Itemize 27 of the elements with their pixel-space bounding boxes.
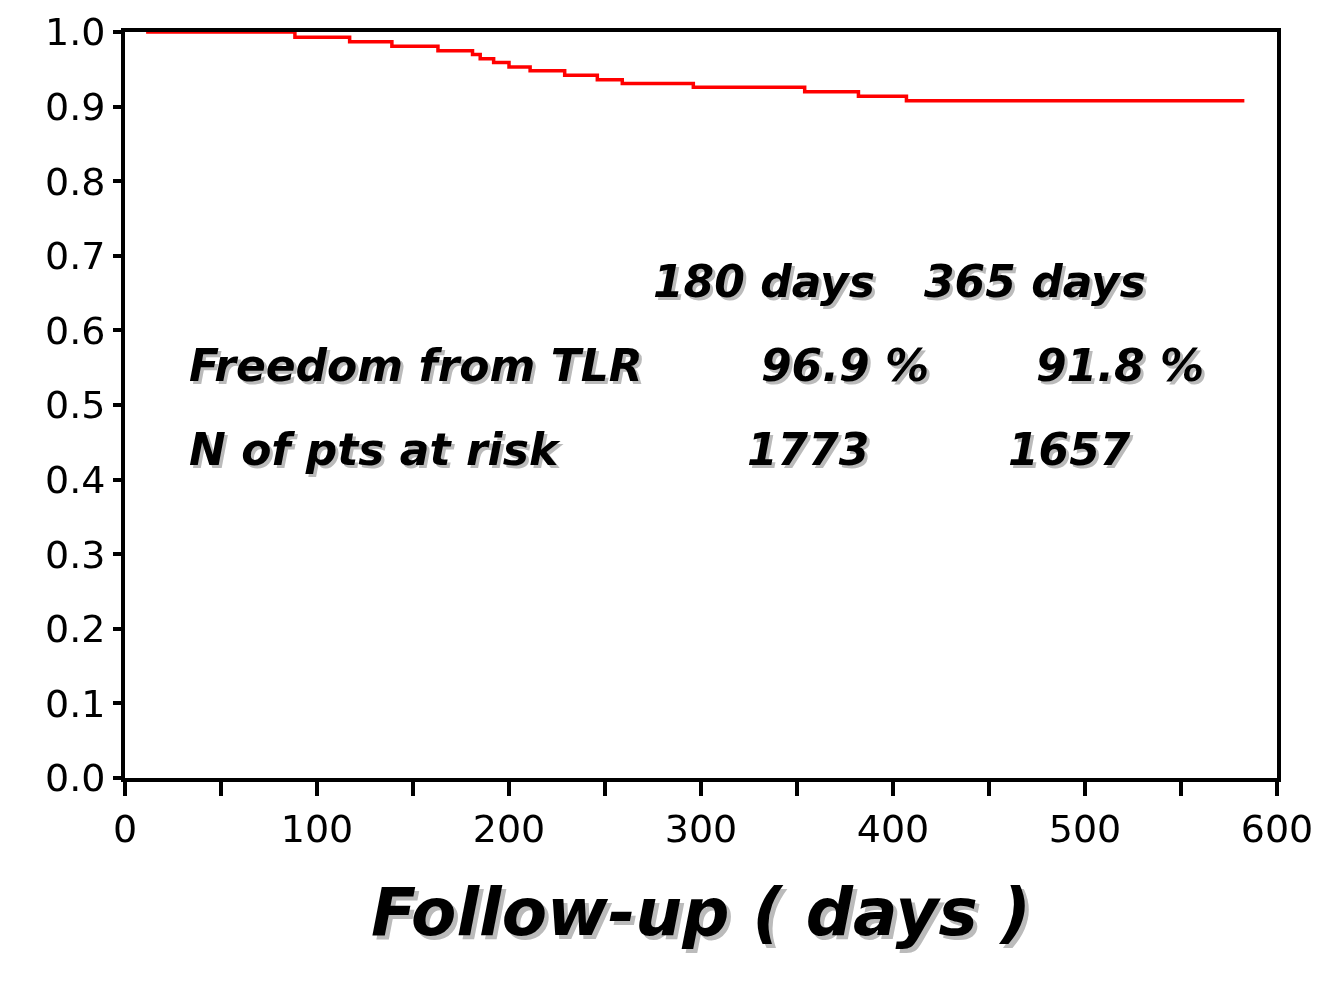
y-tick-label: 1.0: [44, 10, 106, 55]
y-tick-label: 0.0: [44, 756, 106, 801]
x-axis-title: Follow-up ( days ): [371, 873, 1031, 951]
x-tick-label: 300: [664, 806, 738, 851]
y-tick-label: 0.5: [44, 383, 106, 428]
y-tick-label: 0.4: [44, 457, 106, 502]
x-tick-label: 0: [112, 806, 138, 851]
annotation: 1657: [1008, 424, 1131, 475]
annotation: 1773: [747, 424, 870, 475]
annotation: 96.9 %: [761, 340, 929, 391]
x-tick-label: 200: [472, 806, 546, 851]
annotation: Freedom from TLR: [189, 340, 643, 391]
annotation: 180 days: [653, 256, 875, 307]
annotation: 365 days: [924, 256, 1146, 307]
annotation: N of pts at risk: [189, 424, 561, 475]
y-tick-label: 0.8: [44, 159, 106, 204]
x-tick-label: 100: [280, 806, 354, 851]
y-tick-label: 0.9: [44, 84, 106, 129]
y-tick-label: 0.2: [44, 607, 106, 652]
x-tick-label: 400: [856, 806, 930, 851]
y-tick-label: 0.1: [44, 681, 106, 726]
y-tick-label: 0.7: [44, 234, 106, 279]
annotation: 91.8 %: [1036, 340, 1204, 391]
x-tick-label: 600: [1240, 806, 1314, 851]
y-tick-label: 0.6: [44, 308, 106, 353]
y-tick-label: 0.3: [44, 532, 106, 577]
x-tick-label: 500: [1048, 806, 1122, 851]
